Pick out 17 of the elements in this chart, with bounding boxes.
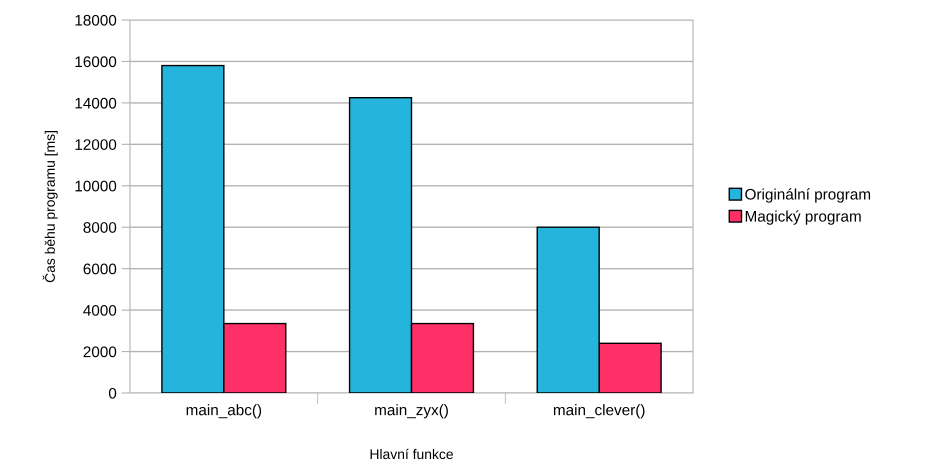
y-tick-label: 6000 (84, 264, 116, 274)
legend-label: Magický program (746, 210, 861, 225)
y-tick-label: 4000 (83, 304, 116, 316)
y-tick-label: 16000 (75, 56, 116, 68)
x-tick-label: main_clever() (554, 404, 644, 418)
legend-label: Originální program (745, 188, 870, 203)
x-axis-title: Hlavní funkce (370, 448, 453, 460)
x-tick-label: main_zyx() (375, 404, 448, 418)
x-tick-label: main_abc() (186, 404, 262, 418)
y-tick-label: 12000 (75, 139, 116, 150)
y-axis-title: Čas běhu programu [ms] (42, 131, 58, 282)
y-tick-label: 18000 (75, 14, 116, 26)
y-tick-label: 2000 (84, 346, 116, 358)
y-tick-label: 8000 (83, 222, 116, 233)
y-tick-label: 10000 (75, 180, 116, 192)
y-tick-label: 0 (108, 388, 116, 399)
y-tick-label: 14000 (75, 98, 116, 109)
